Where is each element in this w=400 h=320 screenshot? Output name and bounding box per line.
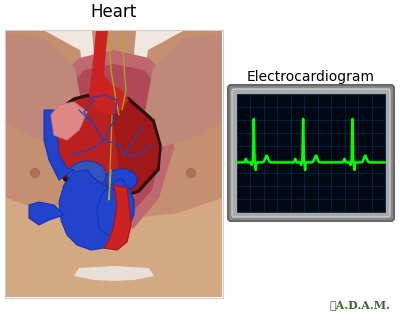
Polygon shape	[59, 170, 134, 250]
Polygon shape	[54, 50, 174, 233]
Polygon shape	[6, 31, 222, 90]
Polygon shape	[74, 266, 154, 281]
Polygon shape	[54, 94, 159, 197]
Text: Heart: Heart	[91, 3, 137, 21]
Polygon shape	[89, 31, 129, 115]
FancyBboxPatch shape	[228, 85, 394, 221]
Text: ✱A.D.A.M.: ✱A.D.A.M.	[330, 299, 390, 310]
FancyBboxPatch shape	[232, 89, 390, 217]
Polygon shape	[143, 33, 222, 148]
Polygon shape	[128, 31, 222, 218]
Ellipse shape	[68, 161, 106, 189]
Polygon shape	[44, 110, 74, 180]
Polygon shape	[29, 202, 64, 225]
Polygon shape	[6, 31, 100, 218]
Bar	[6, 31, 222, 297]
Circle shape	[186, 169, 196, 178]
Polygon shape	[6, 33, 85, 148]
Circle shape	[30, 169, 40, 178]
Bar	[5, 30, 223, 298]
Bar	[237, 94, 385, 212]
Polygon shape	[104, 185, 131, 250]
Ellipse shape	[105, 169, 137, 191]
Polygon shape	[51, 92, 161, 200]
Polygon shape	[101, 94, 159, 197]
Polygon shape	[92, 31, 136, 85]
Text: Electrocardiogram: Electrocardiogram	[247, 70, 375, 84]
Polygon shape	[51, 102, 87, 140]
Polygon shape	[64, 64, 164, 220]
